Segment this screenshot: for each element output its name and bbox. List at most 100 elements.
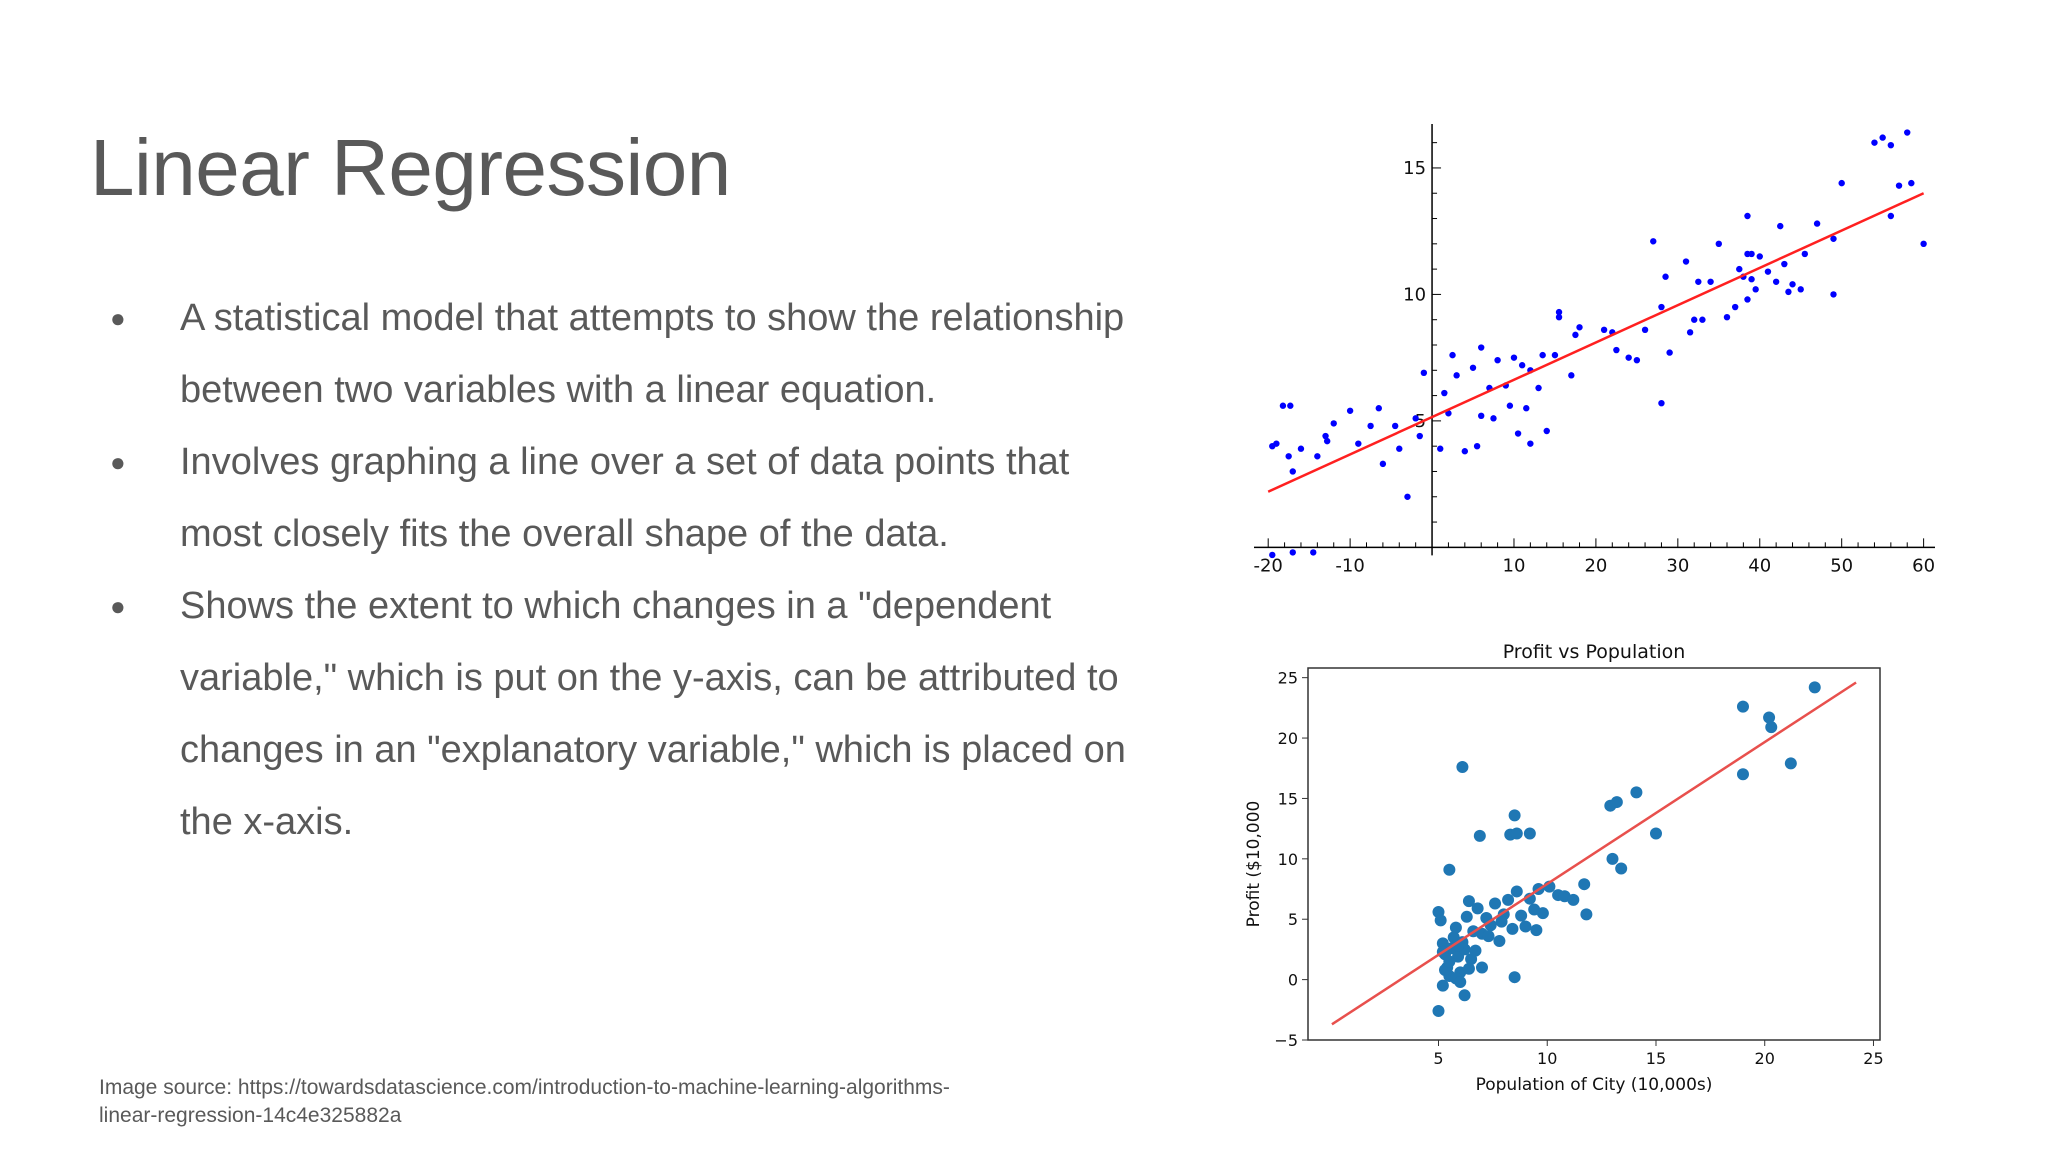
data-point: [1578, 878, 1591, 891]
data-point: [1641, 326, 1649, 334]
data-point: [1830, 291, 1837, 298]
x-tick-label: 30: [1666, 555, 1689, 576]
bullet-list: ● A statistical model that attempts to s…: [96, 282, 1136, 858]
data-point: [1801, 250, 1809, 258]
data-point: [1396, 445, 1403, 452]
x-tick-label: 50: [1830, 555, 1853, 576]
bullet-item: ● Involves graphing a line over a set of…: [96, 426, 1136, 570]
data-point: [1695, 278, 1702, 285]
data-point: [1453, 372, 1460, 379]
data-point: [1830, 235, 1837, 242]
data-point: [1475, 961, 1488, 974]
data-point: [1461, 448, 1469, 455]
data-point: [1633, 356, 1641, 364]
data-point: [1527, 440, 1534, 447]
data-point: [1482, 930, 1495, 943]
data-point: [1686, 329, 1694, 336]
data-point: [1494, 356, 1501, 364]
data-point: [1519, 920, 1532, 933]
data-point: [1576, 324, 1583, 331]
data-point: [1887, 141, 1895, 149]
bullet-dot-icon: ●: [110, 591, 126, 621]
data-point: [1736, 700, 1749, 713]
data-point: [1784, 757, 1797, 770]
y-tick-label: 10: [1278, 850, 1298, 869]
data-point: [1478, 412, 1485, 420]
data-point: [1568, 372, 1575, 379]
data-point: [1572, 331, 1579, 339]
data-point: [1437, 445, 1444, 452]
data-point: [1600, 326, 1608, 334]
x-tick-label: 40: [1748, 555, 1771, 576]
slide-title: Linear Regression: [90, 123, 731, 212]
regression-line: [1331, 681, 1857, 1026]
data-point: [1432, 1005, 1445, 1018]
x-axis-label: Population of City (10,000s): [1476, 1075, 1713, 1095]
y-tick-label: 5: [1288, 910, 1298, 929]
data-point: [1530, 924, 1543, 937]
data-point: [1471, 902, 1484, 915]
data-point: [1756, 253, 1763, 260]
data-point: [1510, 827, 1523, 840]
y-tick-label: 15: [1278, 789, 1298, 808]
data-point: [1449, 921, 1462, 934]
data-point: [1871, 139, 1878, 146]
data-point: [1310, 549, 1317, 556]
data-point: [1469, 364, 1477, 371]
data-point: [1523, 405, 1530, 412]
data-point: [1330, 420, 1337, 427]
data-point: [1731, 303, 1739, 311]
plot-frame: [1307, 667, 1881, 1041]
data-point: [1715, 240, 1722, 248]
data-point: [1523, 827, 1536, 840]
data-point: [1813, 220, 1821, 227]
data-point: [1781, 260, 1788, 268]
data-point: [1493, 934, 1506, 947]
data-point: [1744, 296, 1751, 303]
y-tick-label: 15: [1403, 158, 1426, 179]
data-point: [1555, 308, 1563, 316]
x-tick-label: 10: [1537, 1049, 1557, 1068]
data-point: [1887, 212, 1895, 220]
chart-title: Profit vs Population: [1503, 641, 1686, 663]
data-point: [1764, 268, 1772, 275]
y-tick-label: 25: [1278, 669, 1298, 688]
data-point: [1279, 402, 1287, 409]
data-point: [1469, 944, 1482, 957]
data-point: [1322, 432, 1329, 440]
data-point: [1269, 551, 1276, 559]
data-point: [1458, 989, 1471, 1002]
data-point: [1375, 405, 1382, 412]
data-point: [1510, 354, 1518, 361]
data-point: [1658, 399, 1665, 407]
data-point: [1289, 549, 1296, 556]
x-tick-label: -10: [1335, 555, 1364, 576]
data-point: [1736, 265, 1743, 273]
data-point: [1630, 786, 1643, 799]
data-point: [1785, 288, 1792, 296]
bullet-item: ● Shows the extent to which changes in a…: [96, 570, 1136, 858]
x-tick-label: 20: [1584, 555, 1607, 576]
data-point: [1908, 179, 1915, 187]
data-point: [1502, 893, 1515, 906]
data-point: [1508, 971, 1521, 984]
data-point: [1412, 415, 1419, 422]
data-point: [1287, 402, 1294, 409]
y-tick-label: 20: [1278, 729, 1298, 748]
data-point: [1879, 134, 1886, 141]
data-point: [1535, 384, 1542, 392]
data-point: [1449, 351, 1456, 359]
y-tick-label: 10: [1403, 284, 1426, 305]
data-point: [1285, 453, 1292, 460]
data-point: [1920, 240, 1927, 248]
data-point: [1736, 768, 1749, 781]
data-point: [1723, 313, 1731, 321]
data-point: [1682, 258, 1690, 265]
data-point: [1904, 129, 1911, 136]
data-point: [1777, 222, 1784, 230]
y-axis-label: Profit ($10,000: [1244, 801, 1264, 928]
data-point: [1416, 432, 1423, 440]
x-tick-label: 20: [1755, 1049, 1775, 1068]
data-point: [1649, 827, 1662, 840]
y-tick-label: −5: [1274, 1031, 1298, 1050]
